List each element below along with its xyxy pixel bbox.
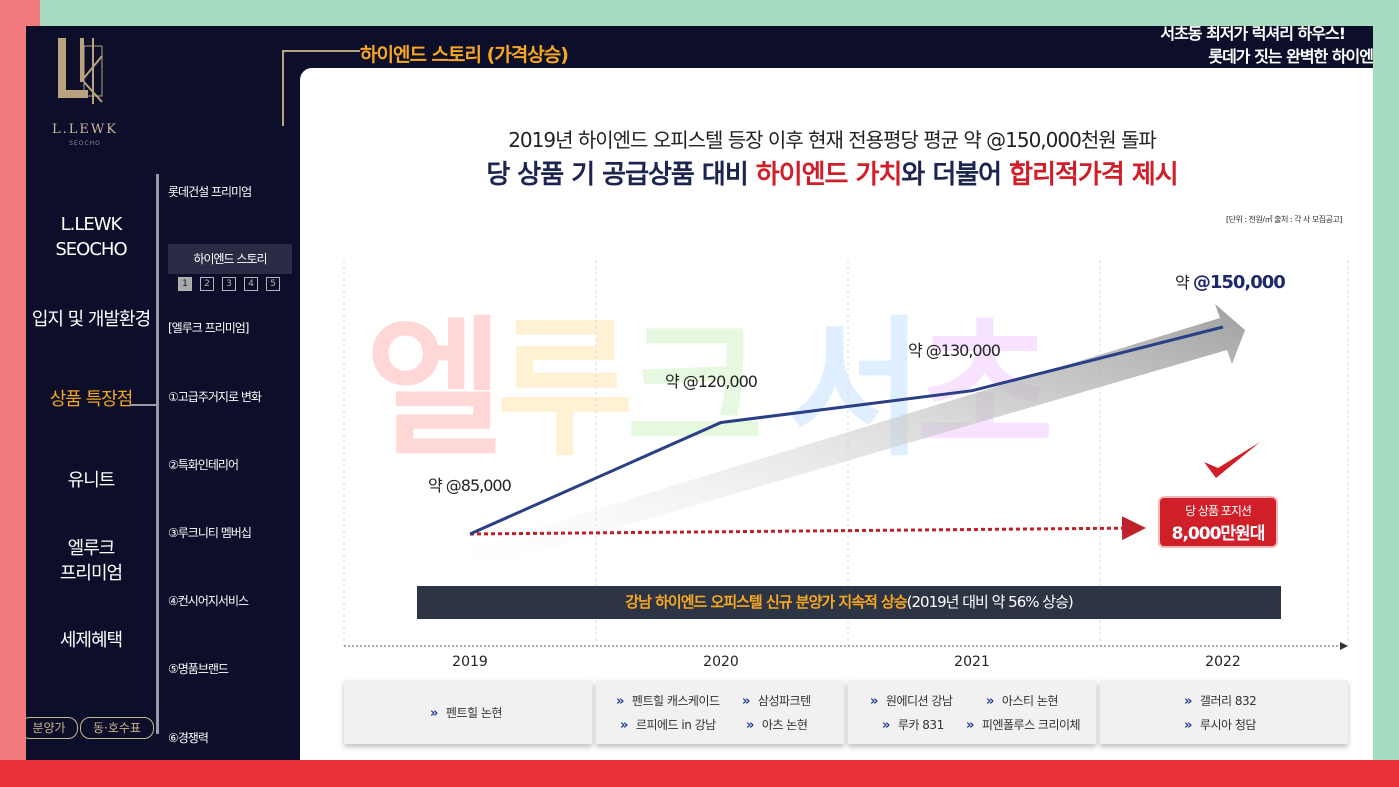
nav-divider	[156, 174, 159, 734]
sidebar-item-3[interactable]: 상품 특장점	[49, 389, 134, 410]
year-label-2019: 2019	[452, 654, 488, 670]
data-label-2021: 약 @130,000	[908, 340, 1001, 360]
watermark-char-3: 크	[626, 303, 765, 477]
sidebar-item-4[interactable]: 유니트	[67, 470, 116, 491]
data-label-2022: 약 @150,000	[1175, 272, 1286, 293]
summary-banner: 강남 하이엔드 오피스텔 신규 분양가 지속적 상승(2019년 대비 약 56…	[417, 586, 1281, 619]
page-5-button[interactable]: 5	[266, 277, 280, 291]
headline-line1: 2019년 하이엔드 오피스텔 등장 이후 현재 전용평당 평균 약 @150,…	[508, 128, 1157, 152]
page-4-button[interactable]: 4	[244, 277, 258, 291]
project-item: 피엔폴루스 크리이체	[966, 716, 1081, 733]
position-badge-value: 8,000만원대	[1171, 524, 1266, 544]
watermark-char-2: 루	[496, 303, 635, 477]
watermark-char-1: 엘	[366, 303, 505, 477]
price-pill-label: 분양가	[32, 721, 66, 735]
brand-name: L.LEWK	[52, 122, 118, 137]
page-selector: 1 2 3 4 5	[178, 277, 280, 291]
series-line	[469, 325, 1224, 536]
page-3-button[interactable]: 3	[222, 277, 236, 291]
header-bracket	[282, 50, 300, 126]
price-chart	[343, 260, 1349, 650]
project-item: 르피에드 in 강남	[620, 716, 716, 733]
brand-logo-icon[interactable]	[56, 38, 106, 104]
sidebar-item-1[interactable]: L.LEWK SEOCHO	[55, 214, 127, 260]
subnav-item-5[interactable]: ⑤명품브랜드	[168, 662, 229, 676]
project-card-2019: 펜트힐 논현	[344, 680, 592, 744]
decorative-border-bottom	[0, 760, 1399, 787]
header-rule	[300, 50, 360, 52]
project-card-2020: 펜트힐 캐스케이드 삼성파크텐 르피에드 in 강남 아츠 논현	[596, 680, 844, 744]
sidebar-item-6[interactable]: 세제혜택	[59, 630, 123, 651]
project-item: 갤러리 832	[1184, 692, 1257, 709]
unit-source-note: [단위 : 천원/㎡ 출처 : 각 사 모집공고]	[1226, 215, 1342, 224]
subnav-highend-story[interactable]: 하이엔드 스토리	[168, 244, 292, 274]
content-panel: 2019년 하이엔드 오피스텔 등장 이후 현재 전용평당 평균 약 @150,…	[300, 68, 1373, 760]
project-item: 루시아 청담	[1184, 716, 1257, 733]
subnav-item-1[interactable]: ①고급주거지로 변화	[168, 390, 262, 404]
subnav-item-3[interactable]: ③루크니티 멤버십	[168, 526, 252, 540]
year-label-2020: 2020	[703, 654, 739, 670]
project-card-2021: 원에디션 강남 아스티 논현 루카 831 피엔폴루스 크리이체	[848, 680, 1096, 744]
subnav-ellewk-premium[interactable]: [엘루크 프리미엄]	[168, 321, 249, 335]
page-1-button[interactable]: 1	[178, 277, 192, 291]
project-item: 원에디션 강남	[870, 692, 953, 709]
position-badge: 당 상품 포지션 8,000만원대	[1158, 496, 1278, 548]
year-label-2021: 2021	[954, 654, 990, 670]
data-label-2022-value: @150,000	[1192, 272, 1286, 293]
headline-line2: 당 상품 기 공급상품 대비 하이엔드 가치와 더불어 합리적가격 제시	[300, 154, 1364, 191]
project-item: 삼성파크텐	[742, 692, 811, 709]
headline-part-b: 하이엔드 가치	[755, 160, 903, 190]
year-label-2022: 2022	[1205, 654, 1241, 670]
page-2-button[interactable]: 2	[200, 277, 214, 291]
summary-banner-highlight: 강남 하이엔드 오피스텔 신규 분양가 지속적 상승	[625, 593, 907, 611]
subnav-lotte-premium[interactable]: 롯데건설 프리미엄	[168, 185, 252, 199]
position-badge-title: 당 상품 포지션	[1185, 504, 1252, 518]
summary-banner-rest: (2019년 대비 약 56% 상승)	[906, 593, 1074, 611]
checkmark-icon	[1204, 442, 1260, 478]
project-item: 아츠 논현	[746, 716, 808, 733]
brand-subname: SEOCHO	[69, 140, 101, 147]
data-label-2019: 약 @85,000	[428, 476, 512, 495]
headline-part-d: 합리적가격 제시	[1009, 160, 1178, 190]
nav-connector	[130, 404, 156, 406]
subnav-item-2[interactable]: ②특화인테리어	[168, 458, 239, 472]
project-item: 아스티 논현	[986, 692, 1059, 709]
page-title: 하이엔드 스토리 (가격상승)	[360, 44, 569, 66]
sidebar-item-5[interactable]: 엘루크 프리미엄	[59, 538, 123, 584]
project-card-2022: 갤러리 832 루시아 청담	[1100, 680, 1348, 744]
project-item: 루카 831	[882, 716, 944, 733]
price-pill-button[interactable]: 분양가	[26, 717, 78, 739]
data-label-2020: 약 @120,000	[665, 371, 758, 391]
project-item: 펜트힐 논현	[430, 704, 503, 721]
unit-table-pill-label: 동·호수표	[93, 721, 141, 735]
headline-part-c: 와 더불어	[901, 160, 1010, 190]
header-slogan-1: 서초동 최저가 럭셔리 하우스!	[1160, 26, 1346, 43]
header-slogan-2: 롯데가 짓는 완벽한 하이엔	[1208, 47, 1373, 66]
headline-part-a: 당 상품 기 공급상품 대비	[486, 160, 756, 190]
unit-table-pill-button[interactable]: 동·호수표	[80, 717, 154, 739]
project-item: 펜트힐 캐스케이드	[616, 692, 720, 709]
subnav-item-6[interactable]: ⑥경쟁력	[168, 731, 209, 745]
sidebar-item-2[interactable]: 입지 및 개발환경	[31, 309, 151, 330]
subnav-item-4[interactable]: ④컨시어지서비스	[168, 594, 249, 608]
